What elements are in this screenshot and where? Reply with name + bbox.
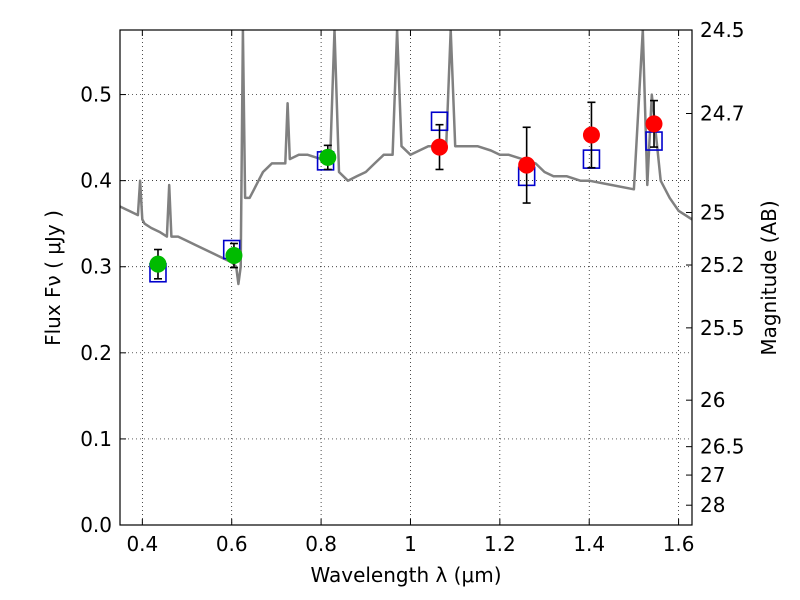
- data-point-marker: [645, 115, 663, 133]
- ticks: 0.4 0.6 0.8 1 1.2 1.4 1.6 0.0 0.1 0.2 0.3 0.4 0.5 24.…: [80, 18, 744, 556]
- x-tick-label: 0.4: [126, 532, 158, 556]
- right-y-tick-label: 25.2: [700, 253, 745, 277]
- data-point-marker: [518, 156, 536, 174]
- plot-frame: [119, 29, 693, 526]
- right-y-tick-label: 27: [700, 463, 725, 487]
- data-point-marker: [225, 247, 243, 265]
- x-tick-label: 1.2: [484, 532, 516, 556]
- spectrum-line: [120, 30, 692, 286]
- grid: [120, 30, 692, 526]
- data-point-marker: [431, 138, 449, 156]
- x-axis-label: Wavelength λ (μm): [310, 563, 501, 587]
- data-point-marker: [149, 255, 167, 273]
- y-tick-label: 0.4: [80, 169, 112, 193]
- x-tick-label: 1: [404, 532, 417, 556]
- right-y-tick-label: 24.5: [700, 18, 745, 42]
- x-tick-label: 1.6: [663, 532, 695, 556]
- y-tick-label: 0.3: [80, 255, 112, 279]
- x-tick-label: 0.8: [305, 532, 337, 556]
- right-y-tick-label: 26.5: [700, 435, 745, 459]
- right-y-tick-label: 25.5: [700, 316, 745, 340]
- y-tick-label: 0.0: [80, 513, 112, 537]
- x-tick-label: 0.6: [216, 532, 248, 556]
- right-y-tick-label: 26: [700, 388, 725, 412]
- right-y-tick-label: 24.7: [700, 102, 745, 126]
- x-tick-label: 1.4: [573, 532, 605, 556]
- y-axis-label: Flux Fν ( μJy ): [41, 210, 65, 346]
- right-y-tick-label: 25: [700, 201, 725, 225]
- y-right-axis-label: Magnitude (AB): [757, 200, 781, 355]
- y-tick-label: 0.2: [80, 341, 112, 365]
- right-y-tick-label: 28: [700, 493, 725, 517]
- data-point-marker: [582, 126, 600, 144]
- plot-area: [120, 30, 692, 286]
- y-tick-label: 0.1: [80, 427, 112, 451]
- data-point-marker: [319, 148, 337, 166]
- y-tick-label: 0.5: [80, 83, 112, 107]
